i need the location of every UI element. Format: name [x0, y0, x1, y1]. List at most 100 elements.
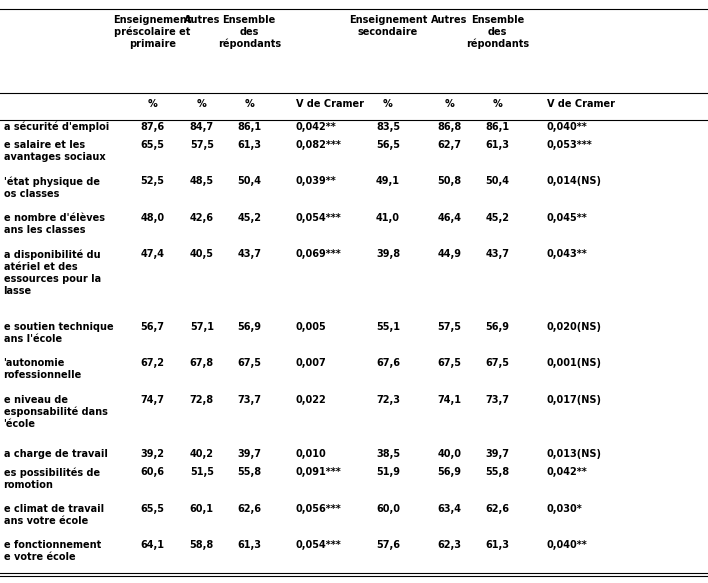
Text: 38,5: 38,5 [376, 449, 400, 459]
Text: 72,8: 72,8 [190, 395, 214, 405]
Text: 65,5: 65,5 [140, 140, 164, 150]
Text: 51,5: 51,5 [190, 468, 214, 477]
Text: 0,010: 0,010 [296, 449, 326, 459]
Text: 0,053***: 0,053*** [547, 140, 593, 150]
Text: 40,5: 40,5 [190, 249, 214, 259]
Text: 72,3: 72,3 [376, 395, 400, 405]
Text: 39,7: 39,7 [237, 449, 261, 459]
Text: 0,042**: 0,042** [296, 122, 337, 132]
Text: 49,1: 49,1 [376, 177, 400, 187]
Text: 57,1: 57,1 [190, 322, 214, 332]
Text: 84,7: 84,7 [190, 122, 214, 132]
Text: 60,6: 60,6 [140, 468, 164, 477]
Text: 56,5: 56,5 [376, 140, 400, 150]
Text: 'autonomie
rofessionnelle: 'autonomie rofessionnelle [4, 359, 82, 380]
Text: %: % [445, 99, 455, 109]
Text: %: % [197, 99, 207, 109]
Text: 67,8: 67,8 [190, 359, 214, 368]
Text: Autres: Autres [183, 15, 220, 24]
Text: V de Cramer: V de Cramer [296, 99, 364, 109]
Text: 67,2: 67,2 [140, 359, 164, 368]
Text: 60,1: 60,1 [190, 504, 214, 514]
Text: 55,8: 55,8 [237, 468, 261, 477]
Text: 73,7: 73,7 [237, 395, 261, 405]
Text: 86,1: 86,1 [237, 122, 261, 132]
Text: 43,7: 43,7 [486, 249, 510, 259]
Text: Ensemble
des
répondants: Ensemble des répondants [466, 15, 530, 49]
Text: 0,069***: 0,069*** [296, 249, 342, 259]
Text: 56,9: 56,9 [237, 322, 261, 332]
Text: 47,4: 47,4 [140, 249, 164, 259]
Text: 52,5: 52,5 [140, 177, 164, 187]
Text: 42,6: 42,6 [190, 213, 214, 223]
Text: 0,001(NS): 0,001(NS) [547, 359, 602, 368]
Text: 61,3: 61,3 [486, 540, 510, 550]
Text: 0,043**: 0,043** [547, 249, 588, 259]
Text: 0,005: 0,005 [296, 322, 326, 332]
Text: 67,5: 67,5 [486, 359, 510, 368]
Text: V de Cramer: V de Cramer [547, 99, 615, 109]
Text: 0,082***: 0,082*** [296, 140, 342, 150]
Text: 67,5: 67,5 [237, 359, 261, 368]
Text: 0,039**: 0,039** [296, 177, 337, 187]
Text: 86,8: 86,8 [438, 122, 462, 132]
Text: e nombre d'élèves
ans les classes: e nombre d'élèves ans les classes [4, 213, 105, 235]
Text: 0,030*: 0,030* [547, 504, 582, 514]
Text: 55,8: 55,8 [486, 468, 510, 477]
Text: 74,1: 74,1 [438, 395, 462, 405]
Text: 64,1: 64,1 [140, 540, 164, 550]
Text: a charge de travail: a charge de travail [4, 449, 108, 459]
Text: 0,045**: 0,045** [547, 213, 588, 223]
Text: 67,6: 67,6 [376, 359, 400, 368]
Text: 0,014(NS): 0,014(NS) [547, 177, 602, 187]
Text: 73,7: 73,7 [486, 395, 510, 405]
Text: Enseignement
secondaire: Enseignement secondaire [349, 15, 427, 37]
Text: 87,6: 87,6 [140, 122, 164, 132]
Text: 61,3: 61,3 [486, 140, 510, 150]
Text: 56,9: 56,9 [486, 322, 510, 332]
Text: e salaire et les
avantages sociaux: e salaire et les avantages sociaux [4, 140, 105, 162]
Text: 46,4: 46,4 [438, 213, 462, 223]
Text: e climat de travail
ans votre école: e climat de travail ans votre école [4, 504, 103, 526]
Text: 'état physique de
os classes: 'état physique de os classes [4, 177, 100, 199]
Text: 0,040**: 0,040** [547, 122, 588, 132]
Text: es possibilités de
romotion: es possibilités de romotion [4, 468, 100, 490]
Text: a sécurité d'emploi: a sécurité d'emploi [4, 122, 109, 132]
Text: 0,022: 0,022 [296, 395, 326, 405]
Text: 40,2: 40,2 [190, 449, 214, 459]
Text: 65,5: 65,5 [140, 504, 164, 514]
Text: %: % [493, 99, 503, 109]
Text: 48,0: 48,0 [140, 213, 164, 223]
Text: %: % [383, 99, 393, 109]
Text: 56,7: 56,7 [140, 322, 164, 332]
Text: 50,4: 50,4 [237, 177, 261, 187]
Text: e fonctionnement
e votre école: e fonctionnement e votre école [4, 540, 101, 562]
Text: 86,1: 86,1 [486, 122, 510, 132]
Text: Ensemble
des
répondants: Ensemble des répondants [217, 15, 281, 49]
Text: 48,5: 48,5 [190, 177, 214, 187]
Text: 57,5: 57,5 [190, 140, 214, 150]
Text: e niveau de
esponsabilité dans
'école: e niveau de esponsabilité dans 'école [4, 395, 108, 429]
Text: 56,9: 56,9 [438, 468, 462, 477]
Text: e soutien technique
ans l'école: e soutien technique ans l'école [4, 322, 113, 344]
Text: 40,0: 40,0 [438, 449, 462, 459]
Text: 62,6: 62,6 [486, 504, 510, 514]
Text: Autres: Autres [431, 15, 468, 24]
Text: 39,7: 39,7 [486, 449, 510, 459]
Text: 50,8: 50,8 [438, 177, 462, 187]
Text: a disponibilité du
atériel et des
essources pour la
lasse: a disponibilité du atériel et des essour… [4, 249, 101, 296]
Text: 67,5: 67,5 [438, 359, 462, 368]
Text: 0,007: 0,007 [296, 359, 326, 368]
Text: 57,6: 57,6 [376, 540, 400, 550]
Text: %: % [147, 99, 157, 109]
Text: 0,054***: 0,054*** [296, 540, 342, 550]
Text: 62,3: 62,3 [438, 540, 462, 550]
Text: 39,8: 39,8 [376, 249, 400, 259]
Text: 62,7: 62,7 [438, 140, 462, 150]
Text: %: % [244, 99, 254, 109]
Text: 43,7: 43,7 [237, 249, 261, 259]
Text: 0,017(NS): 0,017(NS) [547, 395, 602, 405]
Text: 74,7: 74,7 [140, 395, 164, 405]
Text: 62,6: 62,6 [237, 504, 261, 514]
Text: 57,5: 57,5 [438, 322, 462, 332]
